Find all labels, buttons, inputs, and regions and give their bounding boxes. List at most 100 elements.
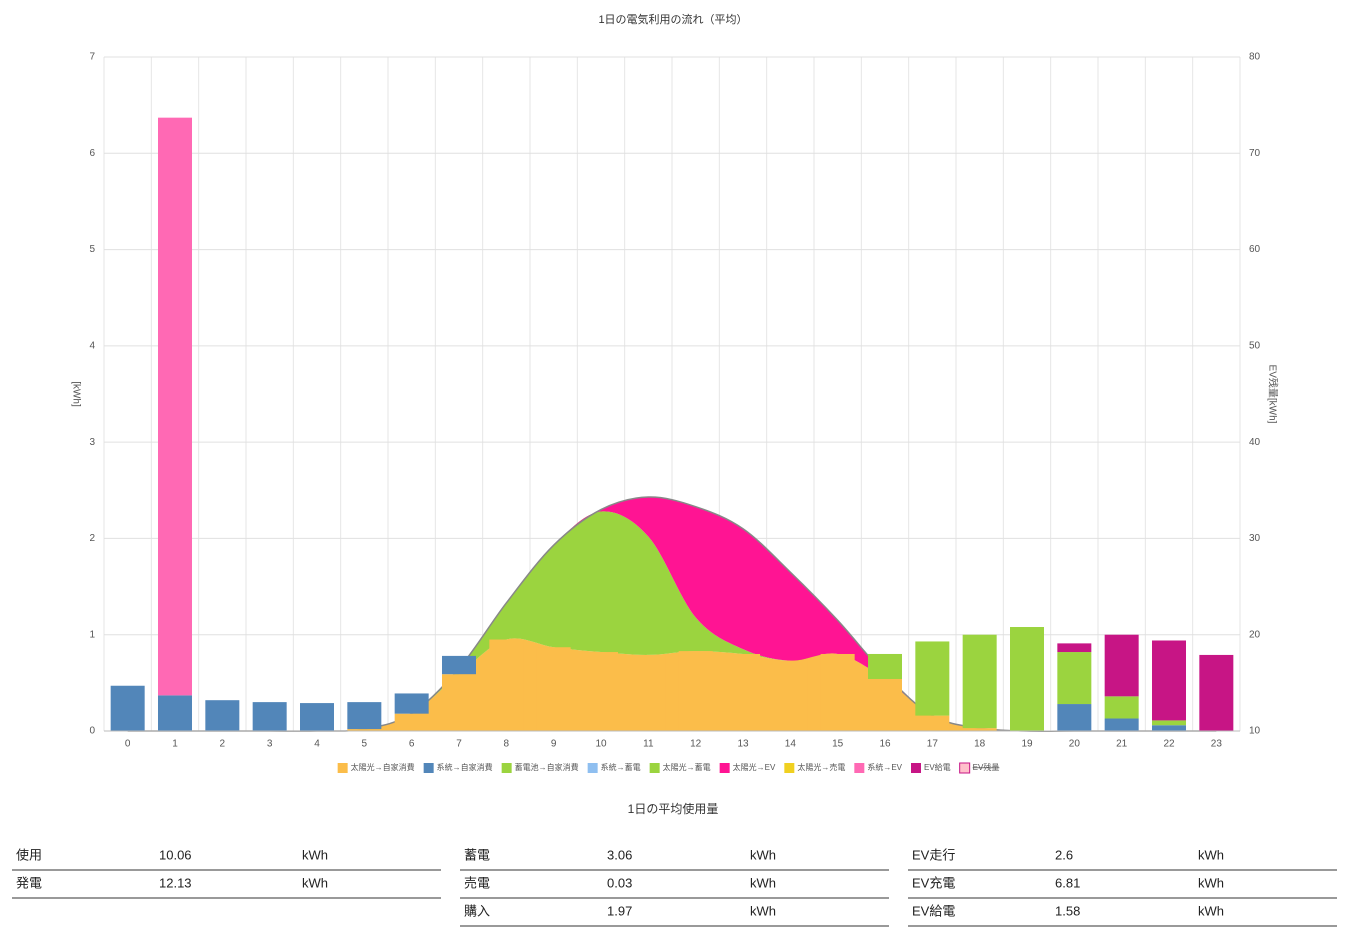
bar xyxy=(394,693,429,714)
y-tick-label: 5 xyxy=(89,244,95,255)
y2-tick-label: 50 xyxy=(1249,340,1261,351)
x-tick-label: 12 xyxy=(690,739,702,750)
bar xyxy=(915,715,950,731)
row-value: 0.03 xyxy=(607,875,632,890)
x-tick-label: 15 xyxy=(832,739,844,750)
x-tick-label: 23 xyxy=(1211,739,1223,750)
bar xyxy=(158,117,192,696)
legend-label: 太陽光→EV xyxy=(733,762,776,772)
area xyxy=(127,511,1217,732)
bar xyxy=(962,728,997,731)
summary-table: 使用 10.06 kWh 発電 12.13 kWh xyxy=(12,847,441,899)
legend-swatch xyxy=(337,763,348,773)
bar xyxy=(1057,652,1092,705)
y-axis-label: [kWh] xyxy=(70,381,81,407)
legend-label: 太陽光→自家消費 xyxy=(351,762,415,772)
x-tick-label: 21 xyxy=(1116,739,1128,750)
bar xyxy=(1104,718,1139,731)
bar xyxy=(442,674,476,731)
bar xyxy=(1199,654,1234,731)
summary-table: 蓄電 3.06 kWh 売電 0.03 kWh 購入 1.97 kWh xyxy=(460,847,889,927)
legend-swatch xyxy=(959,762,971,774)
chart-title: 1日の電気利用の流れ（平均） xyxy=(598,12,747,26)
row-label: 売電 xyxy=(464,875,490,890)
x-tick-label: 9 xyxy=(551,739,557,750)
row-label: EV給電 xyxy=(912,903,955,918)
bar xyxy=(962,634,997,729)
legend-swatch xyxy=(501,763,512,773)
legend-label: 系統→EV xyxy=(867,762,902,772)
area xyxy=(127,638,1217,732)
row-label: 蓄電 xyxy=(464,847,490,862)
x-tick-label: 18 xyxy=(974,739,986,750)
legend-item: 系統→EV xyxy=(854,762,903,773)
row-value: 2.6 xyxy=(1055,847,1073,862)
legend-item: 太陽光→蓄電 xyxy=(649,762,711,773)
bar xyxy=(820,653,855,731)
summary-table: EV走行 2.6 kWh EV充電 6.81 kWh EV給電 1.58 kWh xyxy=(908,847,1337,927)
bar xyxy=(205,700,240,731)
row-label: 購入 xyxy=(464,903,490,918)
row-unit: kWh xyxy=(302,875,328,890)
bar xyxy=(868,653,902,680)
x-tick-label: 1 xyxy=(172,739,178,750)
row-value: 3.06 xyxy=(607,847,632,862)
x-tick-label: 4 xyxy=(314,739,320,750)
y2-tick-label: 40 xyxy=(1249,437,1261,448)
y-tick-label: 4 xyxy=(89,340,95,351)
x-tick-label: 5 xyxy=(362,739,368,750)
x-tick-label: 22 xyxy=(1163,739,1175,750)
row-label: 発電 xyxy=(16,875,42,890)
y-tick-label: 1 xyxy=(89,629,95,640)
row-label: EV充電 xyxy=(912,875,955,890)
y-tick-label: 3 xyxy=(89,437,95,448)
legend: 太陽光→自家消費 系統→自家消費 蓄電池→自家消費 系統→蓄電 太陽光→蓄電 太陽光→EV… xyxy=(337,762,999,774)
bar xyxy=(1057,643,1092,653)
bar xyxy=(347,702,382,730)
x-tick-label: 14 xyxy=(785,739,797,750)
bar xyxy=(536,647,571,731)
x-tick-label: 11 xyxy=(643,739,654,750)
bar xyxy=(347,729,382,731)
row-unit: kWh xyxy=(1198,847,1224,862)
legend-swatch xyxy=(587,763,598,773)
x-tick-label: 2 xyxy=(220,739,226,750)
row-value: 6.81 xyxy=(1055,875,1080,890)
y2-tick-label: 60 xyxy=(1249,244,1261,255)
legend-label: 系統→蓄電 xyxy=(601,762,641,772)
y2-tick-label: 10 xyxy=(1249,726,1261,737)
bar xyxy=(726,653,760,731)
y2-axis-label: EV残量[kWh] xyxy=(1266,365,1279,424)
bar xyxy=(1010,627,1044,731)
row-label: EV走行 xyxy=(912,847,955,862)
y-tick-label: 6 xyxy=(89,148,95,159)
legend-swatch xyxy=(423,763,434,773)
bar xyxy=(631,654,666,731)
row-unit: kWh xyxy=(1198,903,1224,918)
row-unit: kWh xyxy=(302,847,328,862)
legend-label: 太陽光→売電 xyxy=(797,762,845,772)
row-unit: kWh xyxy=(1198,875,1224,890)
y2-tick-label: 80 xyxy=(1249,52,1261,63)
area xyxy=(127,496,1217,732)
bar xyxy=(1057,704,1092,731)
bar xyxy=(442,655,476,675)
bar xyxy=(1104,696,1139,719)
bar xyxy=(915,641,950,716)
bar xyxy=(252,702,287,731)
y2-tick-label: 70 xyxy=(1249,148,1261,159)
y2-tick-label: 20 xyxy=(1249,629,1261,640)
legend-item: 太陽光→EV xyxy=(719,762,776,773)
y-tick-label: 0 xyxy=(89,726,95,737)
bar xyxy=(110,685,145,731)
legend-item: 太陽光→売電 xyxy=(784,762,845,773)
legend-label: 太陽光→蓄電 xyxy=(663,762,711,772)
bar xyxy=(489,639,524,731)
x-tick-label: 3 xyxy=(267,739,273,750)
x-tick-label: 10 xyxy=(595,739,607,750)
bar xyxy=(678,651,713,731)
x-tick-label: 16 xyxy=(879,739,891,750)
row-value: 1.58 xyxy=(1055,903,1080,918)
